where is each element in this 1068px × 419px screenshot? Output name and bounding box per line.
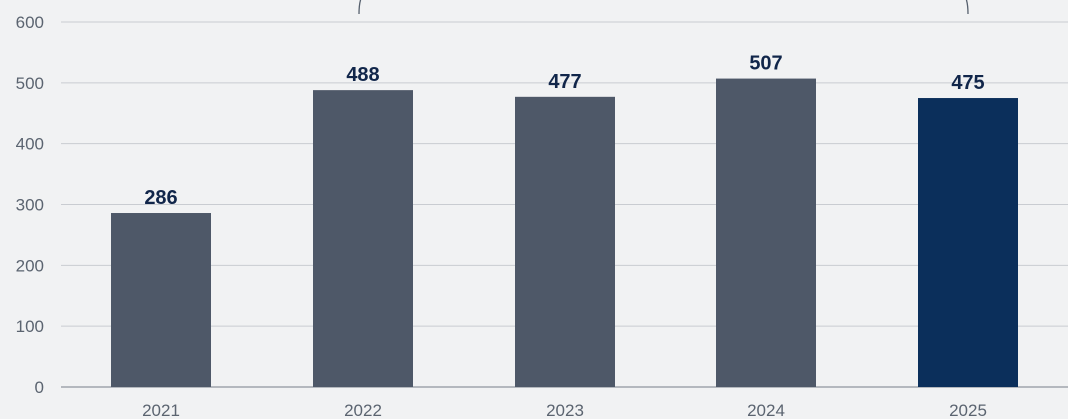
y-tick-label: 300	[16, 196, 44, 215]
bar-2024	[716, 78, 816, 387]
value-label-2021: 286	[144, 187, 177, 209]
x-tick-label-2021: 2021	[142, 401, 180, 419]
bar-2025	[918, 98, 1018, 388]
range-bracket	[358, 0, 969, 15]
x-tick-label-2024: 2024	[747, 401, 785, 419]
bar-2021	[111, 213, 211, 387]
value-label-2022: 488	[346, 64, 379, 86]
y-tick-label: 100	[16, 317, 44, 336]
value-label-2023: 477	[548, 71, 581, 93]
x-tick-label-2023: 2023	[546, 401, 584, 419]
y-axis-ticks: 0 100 200 300 400 500 600	[16, 13, 44, 397]
value-label-2024: 507	[749, 53, 782, 75]
y-tick-label: 0	[35, 378, 44, 397]
bar-2023	[515, 96, 615, 387]
value-label-2025: 475	[951, 72, 984, 94]
y-tick-label: 500	[16, 74, 44, 93]
x-axis-labels: 2021 2022 2023 2024 2025	[142, 401, 987, 419]
y-tick-label: 600	[16, 13, 44, 32]
y-tick-label: 400	[16, 135, 44, 154]
x-tick-label-2025: 2025	[949, 401, 987, 419]
x-tick-label-2022: 2022	[344, 401, 382, 419]
bars-layer	[111, 78, 1018, 388]
value-labels-layer: 286 488 477 507 475	[144, 53, 984, 209]
y-tick-label: 200	[16, 256, 44, 275]
bar-2022	[313, 90, 413, 387]
